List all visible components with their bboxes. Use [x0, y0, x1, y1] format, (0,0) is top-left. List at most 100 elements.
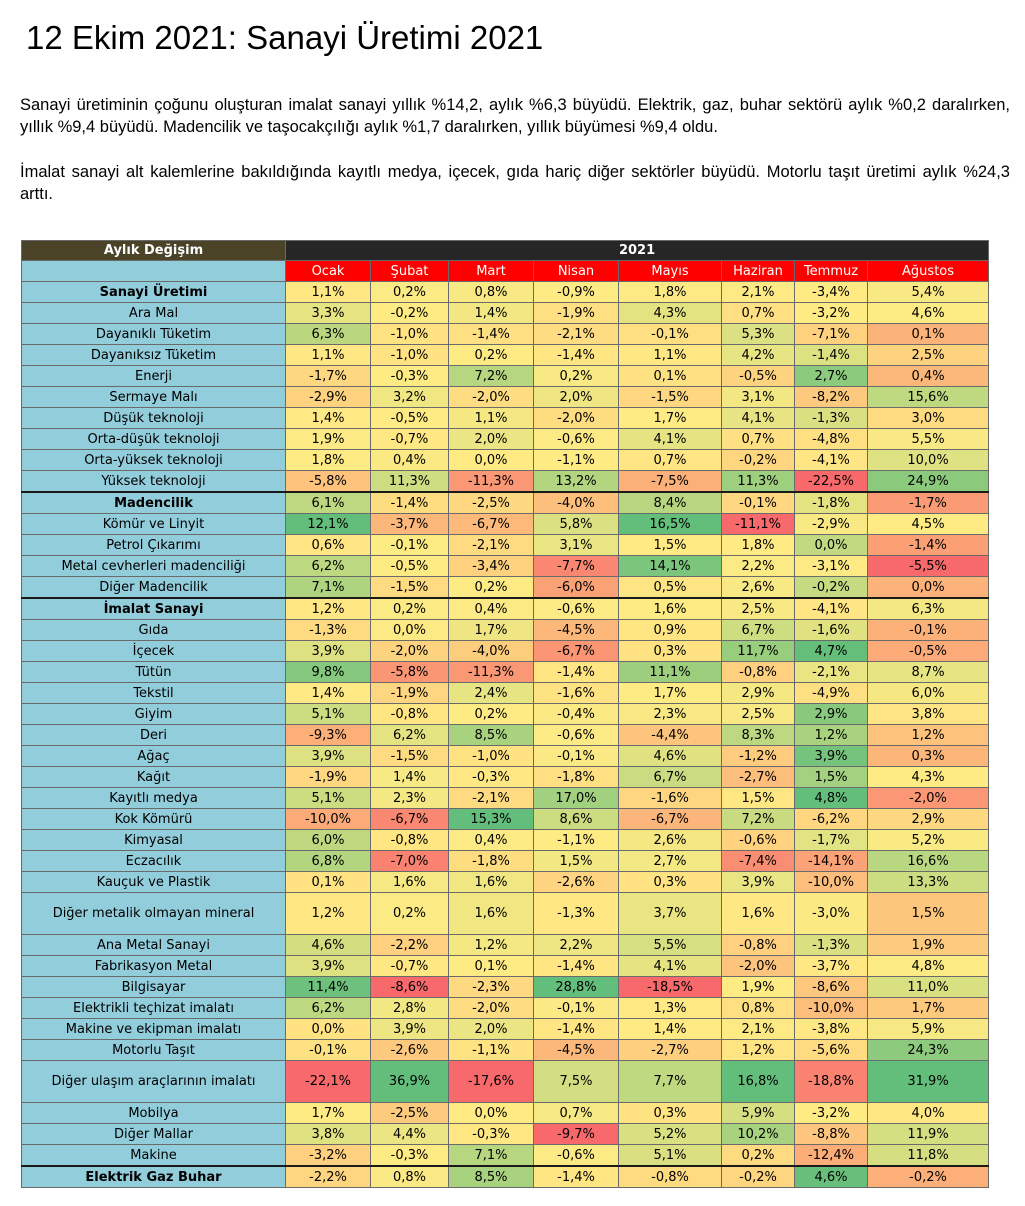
value-cell: 1,7%: [618, 407, 722, 429]
value-cell: -1,0%: [448, 745, 534, 767]
row-label: Metal cevherleri madenciliği: [21, 555, 286, 577]
value-cell: 3,9%: [370, 1018, 449, 1040]
value-cell: 5,9%: [721, 1102, 795, 1124]
value-cell: 4,6%: [866, 302, 990, 324]
value-cell: -0,7%: [370, 955, 449, 977]
row-label: Orta-düşük teknoloji: [21, 428, 286, 450]
value-cell: -2,0%: [721, 955, 795, 977]
value-cell: -0,1%: [533, 997, 619, 1019]
value-cell: -0,5%: [866, 640, 990, 662]
value-cell: -3,0%: [794, 892, 868, 935]
monthly-change-table: Aylık Değişim 2021 Ocak Şubat Mart Nisan May…: [21, 240, 990, 1188]
value-cell: 11,8%: [866, 1144, 990, 1167]
row-label: Sermaye Malı: [21, 386, 286, 408]
value-cell: 1,1%: [285, 344, 371, 366]
value-cell: -17,6%: [448, 1060, 534, 1103]
header-row-year: Aylık Değişim 2021: [21, 240, 990, 261]
value-cell: -3,8%: [794, 1018, 868, 1040]
table-row: Kauçuk ve Plastik 0,1% 1,6% 1,6% -2,6% 0,3% 3,…: [21, 871, 990, 893]
month-header: Mayıs: [618, 260, 722, 282]
table-body: Sanayi Üretimi 1,1% 0,2% 0,8% -0,9% 1,8% 2,1% -…: [21, 281, 990, 1188]
value-cell: -1,9%: [285, 766, 371, 788]
value-cell: 28,8%: [533, 976, 619, 998]
value-cell: 1,1%: [448, 407, 534, 429]
row-label: Giyim: [21, 703, 286, 725]
value-cell: -2,6%: [533, 871, 619, 893]
value-cell: -1,7%: [285, 365, 371, 387]
row-label: Diğer ulaşım araçlarının imalatı: [21, 1060, 286, 1103]
value-cell: -22,1%: [285, 1060, 371, 1103]
value-cell: -2,5%: [370, 1102, 449, 1124]
value-cell: -3,2%: [794, 302, 868, 324]
value-cell: 5,8%: [533, 513, 619, 535]
table-row: Tütün 9,8% -5,8% -11,3% -1,4% 11,1% -0,8% -2,1%…: [21, 661, 990, 683]
value-cell: -6,7%: [448, 513, 534, 535]
value-cell: 3,9%: [285, 955, 371, 977]
value-cell: -4,8%: [794, 428, 868, 450]
value-cell: 3,9%: [285, 640, 371, 662]
value-cell: 11,9%: [866, 1123, 990, 1145]
value-cell: 4,3%: [618, 302, 722, 324]
value-cell: 1,7%: [618, 682, 722, 704]
value-cell: 1,5%: [794, 766, 868, 788]
value-cell: -7,5%: [618, 470, 722, 493]
value-cell: 7,1%: [285, 576, 371, 599]
row-label: Düşük teknoloji: [21, 407, 286, 429]
value-cell: -1,6%: [794, 619, 868, 641]
value-cell: -4,9%: [794, 682, 868, 704]
value-cell: 4,1%: [618, 955, 722, 977]
table-row: Deri -9,3% 6,2% 8,5% -0,6% -4,4% 8,3% 1,2% 1,2%: [21, 724, 990, 746]
row-label: Gıda: [21, 619, 286, 641]
row-label: Dayanıksız Tüketim: [21, 344, 286, 366]
value-cell: -0,5%: [721, 365, 795, 387]
value-cell: -1,3%: [285, 619, 371, 641]
value-cell: -4,5%: [533, 619, 619, 641]
row-label: Makine ve ekipman imalatı: [21, 1018, 286, 1040]
value-cell: 5,9%: [866, 1018, 990, 1040]
table-row: Sermaye Malı -2,9% 3,2% -2,0% 2,0% -1,5% 3,1% -…: [21, 386, 990, 408]
value-cell: -4,4%: [618, 724, 722, 746]
value-cell: -5,8%: [370, 661, 449, 683]
value-cell: -2,3%: [448, 976, 534, 998]
table-row: Ağaç 3,9% -1,5% -1,0% -0,1% 4,6% -1,2% 3,9% 0,3%: [21, 745, 990, 767]
table-row: Motorlu Taşıt -0,1% -2,6% -1,1% -4,5% -2,7% 1,…: [21, 1039, 990, 1061]
value-cell: 6,3%: [285, 323, 371, 345]
value-cell: -4,0%: [448, 640, 534, 662]
value-cell: -18,5%: [618, 976, 722, 998]
value-cell: -0,1%: [285, 1039, 371, 1061]
row-label: Mobilya: [21, 1102, 286, 1124]
value-cell: 9,8%: [285, 661, 371, 683]
value-cell: -1,5%: [370, 576, 449, 599]
value-cell: 0,2%: [370, 281, 449, 303]
value-cell: 0,7%: [618, 449, 722, 471]
value-cell: 1,4%: [370, 766, 449, 788]
value-cell: -6,0%: [533, 576, 619, 599]
value-cell: -8,6%: [370, 976, 449, 998]
value-cell: 0,5%: [618, 576, 722, 599]
value-cell: 4,0%: [866, 1102, 990, 1124]
value-cell: -1,9%: [370, 682, 449, 704]
value-cell: 0,8%: [370, 1165, 449, 1188]
year-header: 2021: [284, 240, 990, 261]
value-cell: 1,2%: [866, 724, 990, 746]
value-cell: 7,2%: [721, 808, 795, 830]
value-cell: -0,1%: [721, 491, 795, 514]
month-header: Ağustos: [866, 260, 990, 282]
value-cell: -7,1%: [794, 323, 868, 345]
table-row: Makine ve ekipman imalatı 0,0% 3,9% 2,0% -1,…: [21, 1018, 990, 1040]
value-cell: 1,9%: [285, 428, 371, 450]
value-cell: -8,6%: [794, 976, 868, 998]
value-cell: 0,7%: [721, 428, 795, 450]
value-cell: 1,8%: [285, 449, 371, 471]
value-cell: 1,2%: [794, 724, 868, 746]
value-cell: -12,4%: [794, 1144, 868, 1167]
row-label: Dayanıklı Tüketim: [21, 323, 286, 345]
value-cell: 0,8%: [721, 997, 795, 1019]
value-cell: 1,7%: [448, 619, 534, 641]
value-cell: -1,1%: [533, 449, 619, 471]
value-cell: 14,1%: [618, 555, 722, 577]
value-cell: 0,4%: [866, 365, 990, 387]
value-cell: 2,9%: [866, 808, 990, 830]
value-cell: -1,8%: [533, 766, 619, 788]
value-cell: -1,4%: [533, 1165, 619, 1188]
